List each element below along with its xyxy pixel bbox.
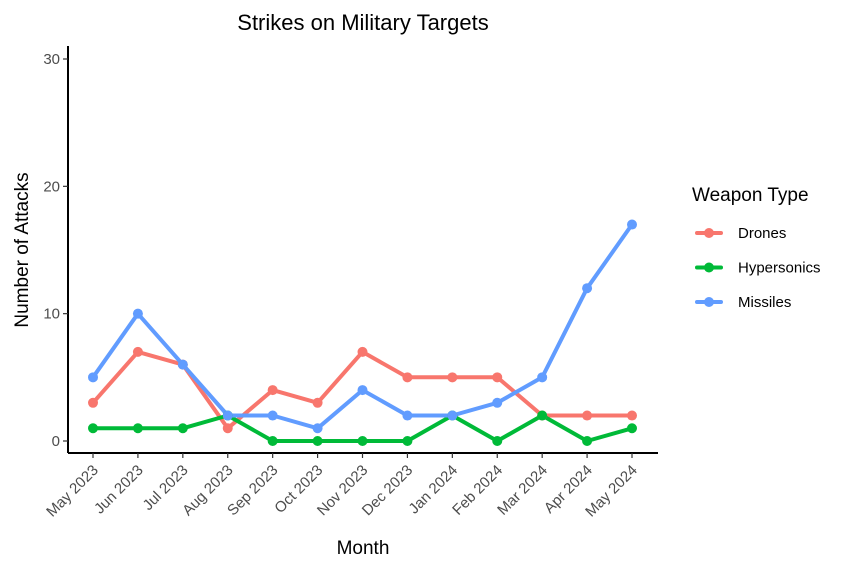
legend-title: Weapon Type [692, 185, 809, 206]
data-point-hypersonics [627, 423, 637, 434]
data-point-drones [267, 385, 278, 396]
data-point-hypersonics [312, 436, 323, 446]
data-point-hypersonics [537, 410, 548, 421]
legend: Weapon Type Drones Hypersonics Missiles [692, 185, 821, 311]
x-tick-label: Mar 2024 [494, 462, 551, 519]
data-point-hypersonics [177, 423, 188, 434]
data-point-missiles [267, 410, 278, 421]
y-tick-label: 0 [52, 433, 60, 450]
data-point-missiles [492, 397, 503, 408]
data-point-hypersonics [402, 436, 413, 446]
y-axis-title: Number of Attacks [12, 172, 33, 327]
data-point-drones [132, 346, 143, 357]
legend-key-point [704, 297, 714, 307]
x-tick-label: May 2023 [43, 462, 102, 521]
data-point-missiles [222, 410, 233, 421]
legend-key-point [704, 262, 714, 273]
x-axis-title: Month [337, 538, 390, 559]
data-point-drones [312, 397, 323, 408]
data-point-hypersonics [132, 423, 143, 434]
data-point-missiles [88, 372, 98, 383]
y-tick-label: 30 [43, 51, 60, 68]
data-point-hypersonics [88, 423, 98, 434]
data-point-missiles [177, 359, 188, 370]
legend-label: Hypersonics [738, 260, 821, 277]
chart-title: Strikes on Military Targets [237, 10, 488, 35]
data-point-drones [222, 423, 233, 434]
series-line-missiles [91, 222, 634, 431]
plot-area [88, 219, 637, 446]
data-point-hypersonics [357, 436, 368, 446]
data-point-drones [627, 410, 637, 421]
data-point-missiles [402, 410, 413, 421]
data-point-missiles [537, 372, 548, 383]
data-point-missiles [582, 283, 593, 294]
data-point-missiles [357, 385, 368, 396]
data-point-drones [582, 410, 593, 421]
data-point-missiles [447, 410, 458, 421]
data-point-drones [357, 346, 368, 357]
legend-label: Drones [738, 225, 786, 242]
data-point-drones [447, 372, 458, 383]
y-tick-label: 10 [43, 306, 60, 323]
data-point-hypersonics [492, 436, 503, 446]
data-point-drones [88, 397, 98, 408]
data-point-missiles [312, 423, 323, 434]
data-point-missiles [627, 219, 637, 230]
legend-label: Missiles [738, 294, 791, 311]
data-point-hypersonics [582, 436, 593, 446]
data-point-missiles [132, 308, 143, 319]
data-point-hypersonics [267, 436, 278, 446]
data-point-drones [492, 372, 503, 383]
legend-key-point [704, 228, 714, 238]
y-tick-label: 20 [43, 178, 60, 195]
x-tick-label: Jun 2023 [91, 462, 147, 518]
data-point-drones [402, 372, 413, 383]
